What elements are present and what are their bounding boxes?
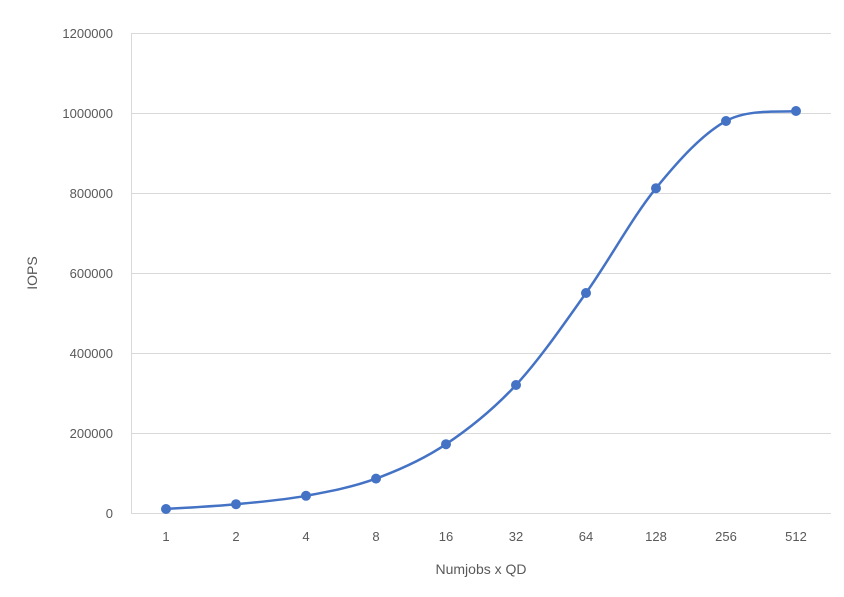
- series-line: [164, 109, 798, 511]
- y-axis-title: IOPS: [24, 256, 40, 289]
- x-tick-label: 16: [439, 529, 453, 544]
- data-point: [301, 490, 311, 501]
- data-point: [721, 116, 731, 126]
- gridlines: [131, 33, 831, 514]
- data-point: [511, 380, 521, 390]
- data-point: [791, 106, 801, 116]
- x-tick-label: 1: [162, 529, 169, 544]
- data-point: [651, 183, 661, 194]
- y-tick-label: 800000: [70, 186, 113, 201]
- data-point: [161, 504, 171, 514]
- x-tick-label: 32: [509, 529, 523, 544]
- y-tick-label: 400000: [70, 346, 113, 361]
- x-tick-label: 4: [302, 529, 309, 544]
- y-tick-label: 600000: [70, 266, 113, 281]
- y-tick-label: 1200000: [62, 26, 113, 41]
- x-tick-label: 8: [372, 529, 379, 544]
- y-axis-tick-labels: 0 200000 400000 600000 800000 1000000 1200000: [62, 26, 113, 521]
- data-point: [441, 439, 451, 450]
- data-point: [231, 499, 241, 510]
- y-tick-label: 0: [106, 506, 113, 521]
- x-tick-label: 128: [645, 529, 667, 544]
- data-point: [581, 288, 591, 298]
- x-axis-tick-labels: 1 2 4 8 16 32 64 128 256 512: [162, 529, 806, 544]
- y-tick-label: 200000: [70, 426, 113, 441]
- series-layer: [161, 106, 801, 514]
- x-tick-label: 64: [579, 529, 593, 544]
- y-tick-label: 1000000: [62, 106, 113, 121]
- x-tick-label: 2: [232, 529, 239, 544]
- x-tick-label: 256: [715, 529, 737, 544]
- x-axis-title: Numjobs x QD: [435, 561, 526, 577]
- x-tick-label: 512: [785, 529, 807, 544]
- data-point: [371, 473, 381, 484]
